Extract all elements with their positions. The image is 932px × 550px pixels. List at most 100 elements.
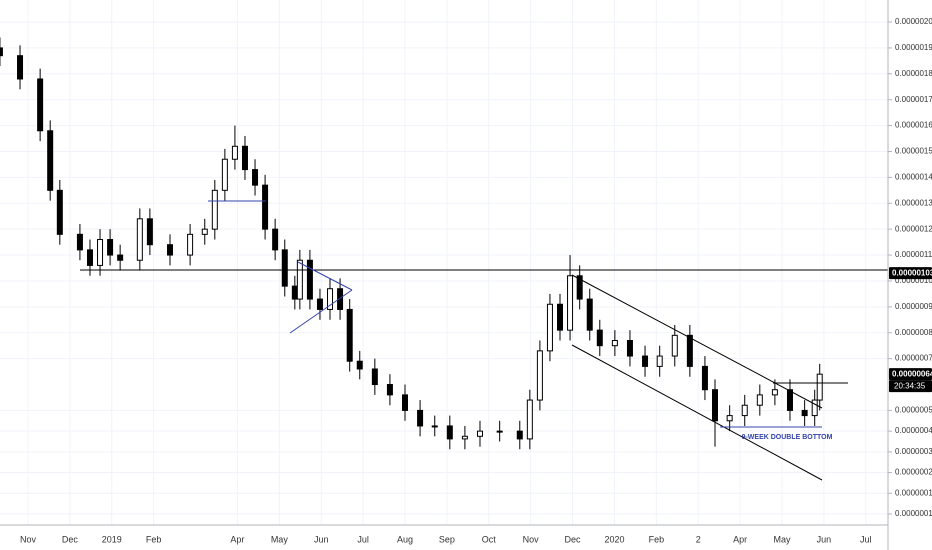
candle-body (801, 409, 808, 417)
countdown: 20:34:35 (894, 381, 926, 390)
price-label: 0.00000103 (892, 268, 932, 277)
triangle-line (289, 289, 353, 334)
candle-body (0, 47, 3, 57)
candle-body (756, 394, 763, 406)
y-tick-label: 0.00000026 (895, 468, 932, 477)
x-tick-label: Apr (733, 534, 747, 544)
candle-body (371, 368, 378, 386)
x-tick-label: 2 (696, 534, 701, 544)
candle-body (516, 430, 523, 440)
x-tick-label: Oct (482, 534, 497, 544)
candle-body (417, 409, 424, 427)
candle-body (37, 78, 44, 132)
candle-body (401, 394, 408, 411)
candle-body (711, 389, 718, 422)
candle-body (431, 425, 438, 428)
x-tick-label: May (271, 534, 289, 544)
candle-body (596, 329, 603, 347)
candle-body (626, 340, 633, 357)
candle-body (576, 275, 583, 300)
price-label-box (889, 368, 932, 381)
candle-body (117, 254, 124, 261)
candle-body (262, 184, 269, 230)
candles (0, 37, 823, 450)
candle-body (187, 233, 194, 256)
candle-body (86, 249, 93, 266)
countdown-box (889, 380, 932, 393)
candle-body (76, 233, 83, 251)
x-tick-label: Jun (817, 534, 832, 544)
candle-body (17, 55, 24, 80)
x-tick-label: Nov (523, 534, 540, 544)
candle-body (611, 340, 618, 347)
candle-body (726, 415, 733, 422)
candle-body (272, 228, 279, 251)
candle-body (306, 259, 313, 300)
candle-body (567, 275, 574, 331)
annotation: 9-WEEK DOUBLE BOTTOM (742, 434, 833, 441)
candle-body (356, 360, 363, 370)
candle-body (281, 249, 288, 287)
x-tick-label: Aug (397, 534, 413, 544)
x-tick-label: Sep (439, 534, 455, 544)
x-tick-label: May (774, 534, 792, 544)
candle-body (337, 288, 344, 310)
candle-body (241, 145, 248, 171)
candle-body (291, 285, 298, 300)
candle-body (107, 239, 114, 256)
candle-body (686, 334, 693, 367)
candle-body (221, 158, 228, 191)
candle-body (461, 435, 468, 440)
candle-body (97, 239, 104, 266)
x-tick-label: Dec (565, 534, 582, 544)
price-label-box (889, 267, 932, 280)
candle-body (446, 425, 453, 440)
x-tick-label: Feb (146, 534, 162, 544)
x-tick-label: 2019 (102, 534, 122, 544)
candle-body (327, 288, 334, 310)
drawings (80, 200, 888, 481)
y-tick-label: 0.00000034 (895, 447, 932, 456)
candle-body (496, 430, 503, 433)
x-tick-label: Jun (314, 534, 329, 544)
x-tick-label: Nov (20, 534, 37, 544)
candle-body (47, 130, 54, 191)
candle-body (642, 355, 649, 367)
candle-body (546, 303, 553, 352)
candle-body (231, 145, 238, 160)
candle-body (316, 298, 323, 310)
x-tick-label: Dec (62, 534, 79, 544)
candle-body (556, 303, 563, 331)
candle-body (346, 308, 353, 362)
candle-body (586, 298, 593, 331)
candle-body (296, 259, 303, 300)
candle-body (656, 355, 663, 367)
price-label: 0.00000064 (892, 369, 932, 378)
candle-body (811, 399, 818, 417)
y-tick-label: 0.00000018 (895, 488, 932, 497)
candle-body (536, 350, 543, 401)
candle-body (211, 189, 218, 230)
x-tick-label: Apr (230, 534, 244, 544)
candle-body (166, 244, 173, 256)
x-tick-label: Jul (860, 534, 872, 544)
candle-body (56, 189, 63, 235)
